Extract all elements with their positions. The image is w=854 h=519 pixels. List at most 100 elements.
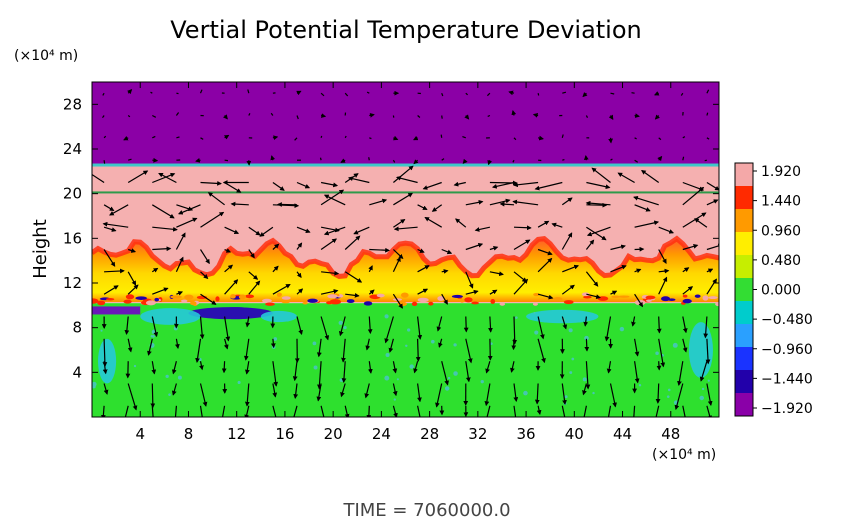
wind-vector (368, 157, 370, 161)
wind-vector (465, 242, 484, 251)
colorbar-label: 1.440 (761, 194, 801, 210)
interface-speckle (411, 301, 418, 307)
wind-vector (392, 383, 398, 397)
wind-vector (586, 181, 611, 190)
wind-vector (511, 109, 517, 116)
interface-speckle (471, 301, 479, 305)
x-tick-label: 40 (565, 425, 584, 443)
chart-title: Vertial Potential Temperature Deviation (170, 16, 642, 44)
wind-vector (344, 235, 361, 250)
interface-speckle (533, 292, 540, 297)
wind-vector (631, 316, 636, 327)
wind-vector (706, 199, 719, 206)
wind-vector (272, 405, 277, 417)
interface-speckle (230, 294, 236, 299)
wind-vector (323, 194, 346, 206)
wind-vector (102, 221, 129, 228)
wind-vector (152, 226, 178, 232)
interface-speckle (451, 294, 463, 299)
wind-vector (224, 264, 234, 273)
wind-vector (366, 91, 370, 94)
wind-vector (393, 219, 406, 228)
wind-vector (441, 115, 443, 119)
wind-vector (682, 181, 705, 192)
wind-vector (104, 268, 125, 274)
wind-vector (320, 135, 323, 138)
wind-vector (272, 135, 279, 141)
wind-vector (199, 89, 203, 94)
y-tick-label: 16 (63, 229, 82, 247)
wind-vector (513, 137, 517, 141)
wind-vector (656, 361, 662, 371)
cyan-patch (526, 309, 599, 324)
interface-speckle (265, 302, 275, 306)
lower-speckle (584, 335, 589, 341)
wind-vector (293, 405, 298, 417)
wind-vector (347, 176, 370, 184)
colorbar-swatch (735, 209, 753, 233)
lower-speckle (444, 386, 450, 391)
lower-speckle (430, 339, 435, 344)
wind-vector (270, 155, 276, 161)
wind-vector (583, 316, 589, 327)
wind-vector (369, 247, 390, 253)
interface-speckle (346, 299, 355, 304)
wind-vector (706, 181, 719, 191)
interface-speckle (618, 295, 630, 298)
wind-vector (561, 405, 566, 417)
lower-speckle (384, 375, 390, 381)
wind-vector (272, 243, 280, 250)
wind-vector (634, 113, 640, 118)
wind-vector (152, 114, 157, 118)
x-tick-label: 8 (184, 425, 194, 443)
wind-vector (151, 316, 159, 338)
wind-vector (487, 159, 493, 166)
lower-speckle (619, 326, 625, 332)
lower-speckle (343, 326, 347, 330)
wind-vector (338, 316, 346, 337)
wind-vector (384, 316, 394, 344)
wind-vector (369, 137, 372, 140)
wind-vector (323, 226, 346, 236)
interface-speckle (708, 296, 718, 300)
wind-vector (395, 175, 418, 184)
wind-vector (151, 405, 154, 417)
interface-speckle (702, 295, 709, 301)
wind-vector (607, 405, 612, 417)
wind-vector (248, 280, 261, 295)
wind-vector (617, 172, 635, 184)
interface-speckle (238, 294, 247, 300)
wind-vector (441, 361, 449, 386)
lower-speckle (339, 378, 344, 383)
wind-vector (585, 239, 595, 250)
wind-vector (417, 248, 425, 253)
wind-vector (365, 338, 371, 351)
interface-speckle (189, 301, 197, 306)
wind-vector (586, 202, 608, 208)
wind-vector (562, 264, 579, 273)
lower-speckle (666, 395, 670, 398)
x-tick-label: 24 (372, 425, 391, 443)
wind-vector (656, 316, 662, 334)
wind-vector (152, 135, 156, 139)
lower-speckle (701, 387, 705, 391)
wind-vector (320, 189, 345, 206)
wind-vector (633, 405, 636, 417)
interface-speckle (715, 302, 719, 307)
wind-vector (317, 361, 322, 390)
wind-vector (634, 204, 651, 212)
time-label: TIME = 7060000.0 (342, 500, 510, 519)
wind-vector (682, 156, 685, 161)
wind-vector (199, 405, 203, 417)
wind-vector (606, 361, 612, 374)
lower-speckle (405, 344, 408, 348)
wind-vector (296, 316, 303, 336)
wind-vector (272, 283, 291, 295)
y-ticks: 4 8 12 16 20 24 28 (63, 95, 719, 381)
wind-vector (537, 257, 553, 273)
x-tick-label: 32 (468, 425, 487, 443)
wind-vector (174, 338, 180, 350)
wind-vector (368, 361, 373, 374)
wind-vector (474, 226, 491, 232)
